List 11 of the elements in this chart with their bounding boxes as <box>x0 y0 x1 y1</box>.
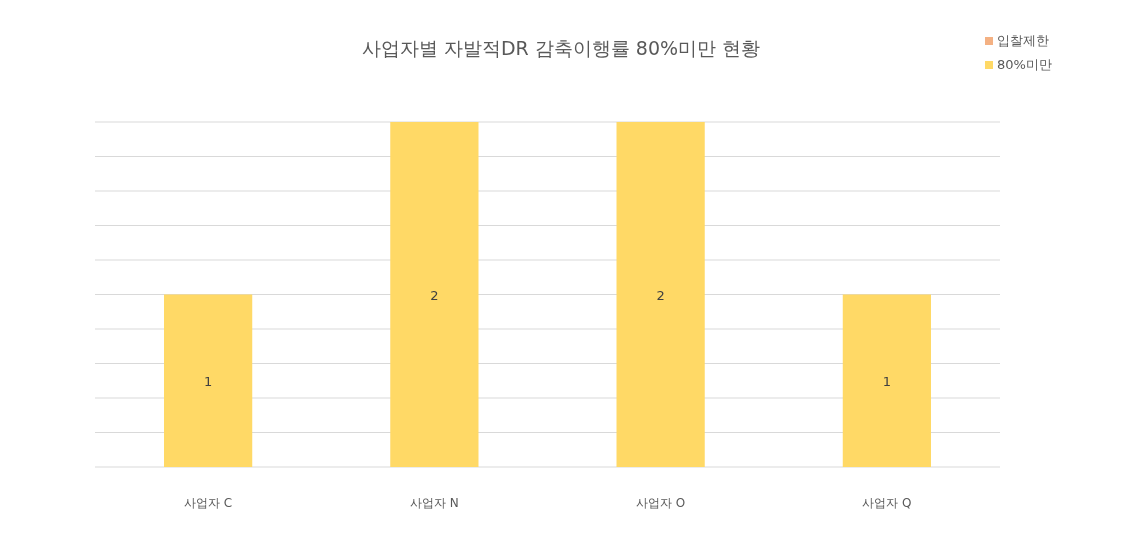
legend-label: 입찰제한 <box>997 33 1049 48</box>
x-tick-label: 사업자 N <box>409 496 459 510</box>
legend-label: 80%미만 <box>997 57 1052 72</box>
data-label: 1 <box>203 373 213 389</box>
data-label: 2 <box>656 287 665 303</box>
chart-title: 사업자별 자발적DR 감축이행률 80%미만 현황 <box>361 37 761 59</box>
x-tick-label: 사업자 C <box>184 496 233 510</box>
x-tick-label: 사업자 O <box>635 496 686 510</box>
data-label: 1 <box>882 373 892 389</box>
data-label: 2 <box>430 287 439 303</box>
x-tick-label: 사업자 Q <box>862 496 912 510</box>
